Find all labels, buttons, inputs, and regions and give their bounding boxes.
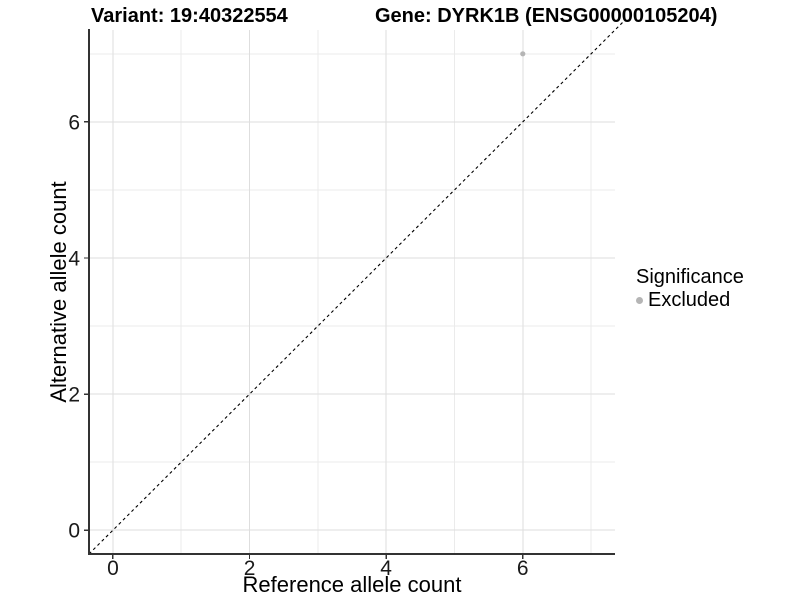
plot-title: Variant: 19:40322554 Gene: DYRK1B (ENSG0… bbox=[0, 0, 800, 28]
data-point bbox=[520, 51, 526, 57]
y-tick-label: 6 bbox=[68, 111, 80, 134]
legend-item-excluded: Excluded bbox=[636, 289, 744, 311]
identity-dashed-line bbox=[88, 19, 626, 555]
legend-point-icon bbox=[636, 296, 643, 304]
legend-title: Significance bbox=[636, 266, 744, 288]
y-tick-label: 4 bbox=[68, 247, 80, 270]
x-tick-label: 0 bbox=[107, 557, 119, 580]
x-tick-label: 2 bbox=[244, 557, 256, 580]
plot-title-gene: Gene: DYRK1B (ENSG00000105204) bbox=[375, 5, 718, 27]
y-tick-label: 0 bbox=[68, 520, 80, 543]
legend-item-label: Excluded bbox=[648, 289, 731, 311]
y-tick-label: 2 bbox=[68, 384, 80, 407]
x-axis-title: Reference allele count bbox=[242, 572, 462, 597]
x-tick-label: 4 bbox=[380, 557, 392, 580]
plot-title-variant: Variant: 19:40322554 bbox=[91, 5, 288, 27]
x-tick-label: 6 bbox=[517, 557, 529, 580]
y-axis-title: Alternative allele count bbox=[46, 181, 71, 403]
legend: Significance Excluded bbox=[636, 266, 744, 311]
